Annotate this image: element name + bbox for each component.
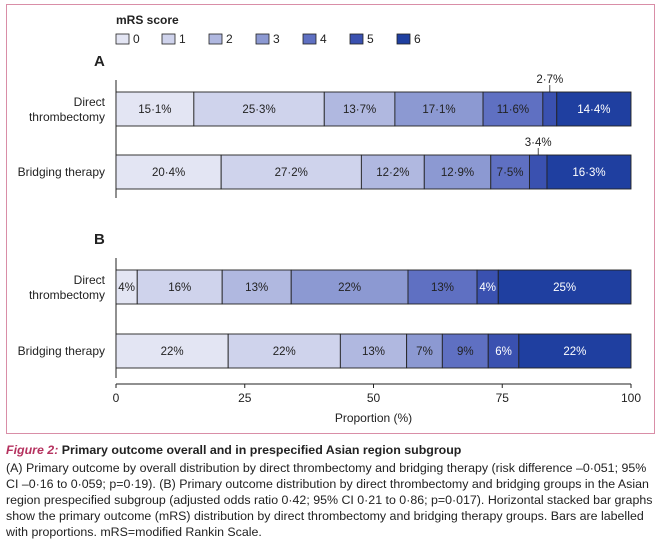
data-label: 22%	[273, 346, 296, 358]
data-label: 13·7%	[343, 104, 376, 116]
caption-text: (A) Primary outcome by overall distribut…	[6, 461, 653, 539]
data-label: 20·4%	[152, 167, 185, 179]
data-label: 22%	[338, 282, 361, 294]
row-label: thrombectomy	[29, 288, 105, 302]
bar-segment	[490, 154, 530, 190]
data-label: 17·1%	[422, 104, 455, 116]
bar-segment	[360, 154, 425, 190]
data-label: 12·9%	[441, 167, 474, 179]
legend-swatch	[161, 33, 176, 45]
bar-segment	[339, 333, 408, 369]
panel-label: A	[94, 53, 105, 70]
data-label: 13%	[431, 282, 454, 294]
figure-label: Figure 2:	[6, 443, 59, 457]
x-axis-title: Proportion (%)	[335, 411, 412, 425]
bar-segment	[115, 333, 229, 369]
bar-segment	[528, 154, 548, 190]
legend-label: 5	[367, 32, 374, 46]
row-label: Direct	[74, 95, 106, 109]
x-tick-label: 75	[496, 391, 510, 405]
bar-segment	[227, 333, 341, 369]
data-label: 12·2%	[376, 167, 409, 179]
data-label: 15·1%	[138, 104, 171, 116]
row-label: thrombectomy	[29, 110, 105, 124]
bar-segment	[115, 91, 195, 127]
data-label: 9%	[457, 346, 474, 358]
caption-title: Figure 2: Primary outcome overall and in…	[6, 442, 656, 458]
bar-segment	[542, 91, 558, 127]
x-tick-label: 50	[367, 391, 381, 405]
panel-label: B	[94, 231, 105, 248]
data-label: 27·2%	[275, 167, 308, 179]
data-label: 13%	[362, 346, 385, 358]
x-tick-label: 100	[621, 391, 641, 405]
legend-label: 3	[273, 32, 280, 46]
legend-label: 4	[320, 32, 327, 46]
bar-segment	[136, 269, 223, 305]
legend-label: 1	[179, 32, 186, 46]
legend-swatch	[349, 33, 364, 45]
data-label: 25·3%	[242, 104, 275, 116]
data-label: 16·3%	[572, 167, 605, 179]
legend-label: 0	[133, 32, 140, 46]
legend-label: 6	[414, 32, 421, 46]
data-label: 2·7%	[536, 74, 563, 86]
legend-label: 2	[226, 32, 233, 46]
bar-segment	[115, 154, 222, 190]
x-tick-label: 0	[113, 391, 120, 405]
data-label: 14·4%	[577, 104, 610, 116]
bar-segment	[220, 154, 362, 190]
bar-segment	[556, 91, 632, 127]
bar-segment	[441, 333, 489, 369]
row-label: Bridging therapy	[18, 165, 105, 179]
figure-caption: Figure 2: Primary outcome overall and in…	[6, 442, 656, 540]
data-label: 7%	[416, 346, 433, 358]
bar-segment	[497, 269, 632, 305]
data-label: 4%	[118, 282, 135, 294]
bar-segment	[487, 333, 520, 369]
bar-segment	[546, 154, 632, 190]
data-label: 6%	[495, 346, 512, 358]
data-label: 7·5%	[497, 167, 524, 179]
data-label: 3·4%	[525, 137, 552, 149]
data-label: 25%	[553, 282, 576, 294]
data-label: 22%	[161, 346, 184, 358]
data-label: 16%	[168, 282, 191, 294]
legend-swatch	[208, 33, 223, 45]
legend-swatch	[396, 33, 411, 45]
data-label: 11·6%	[497, 104, 529, 116]
x-tick-label: 25	[238, 391, 252, 405]
legend-title: mRS score	[116, 13, 179, 27]
data-label: 22%	[563, 346, 586, 358]
data-label: 13%	[245, 282, 268, 294]
data-label: 4%	[479, 282, 496, 294]
row-label: Bridging therapy	[18, 344, 105, 358]
row-label: Direct	[74, 273, 106, 287]
bar-segment	[518, 333, 632, 369]
figure-frame	[6, 4, 655, 434]
caption-title-text: Primary outcome overall and in prespecif…	[61, 443, 462, 457]
legend-swatch	[115, 33, 130, 45]
legend-swatch	[255, 33, 270, 45]
legend-swatch	[302, 33, 317, 45]
bar-segment	[394, 91, 484, 127]
bar-segment	[406, 333, 443, 369]
bar-segment	[323, 91, 396, 127]
